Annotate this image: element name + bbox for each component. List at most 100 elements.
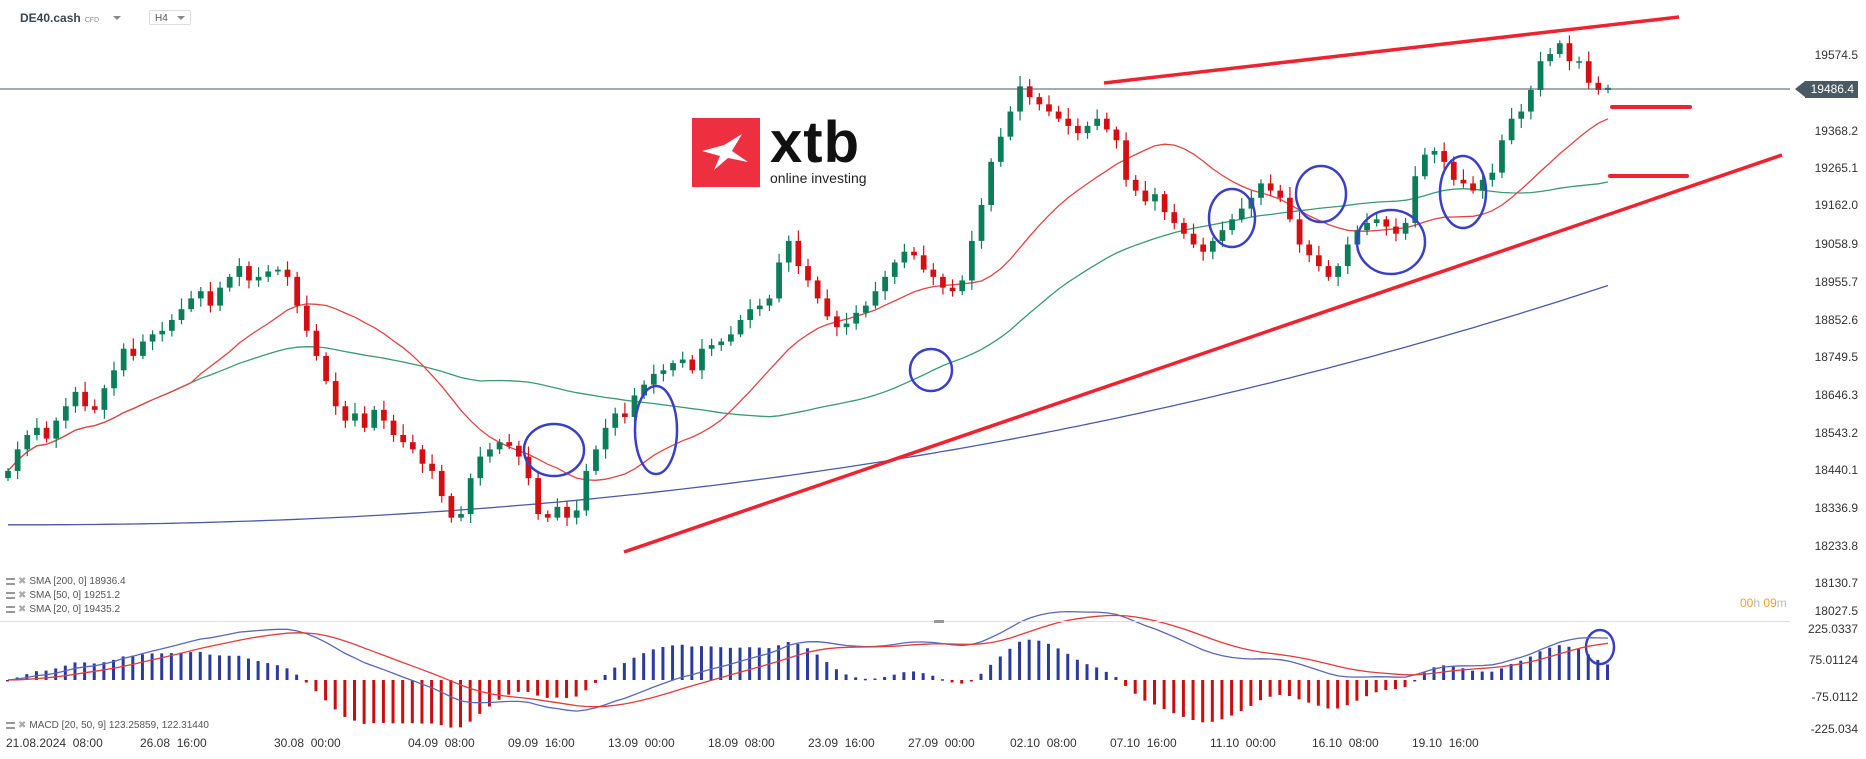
candle <box>891 262 898 277</box>
settings-icon[interactable] <box>6 722 15 729</box>
macd-histogram-bar <box>1413 679 1417 682</box>
candle <box>1084 125 1091 134</box>
timeframe-select[interactable]: H4 <box>149 10 191 25</box>
annotation-circle <box>908 347 954 393</box>
close-icon[interactable]: ✖ <box>18 720 27 731</box>
macd-histogram-bar <box>295 674 299 680</box>
candle <box>1142 190 1149 202</box>
price-axis-label: 19058.9 <box>1814 237 1858 251</box>
candle <box>882 276 888 292</box>
candle <box>53 420 60 439</box>
annotation-circle <box>522 422 586 478</box>
macd-histogram-bar <box>372 679 376 724</box>
macd-histogram-bar <box>131 655 135 680</box>
macd-histogram-bar <box>410 679 414 724</box>
close-icon[interactable]: ✖ <box>18 590 27 601</box>
chevron-down-icon <box>113 16 122 20</box>
macd-histogram-bar <box>1374 679 1378 693</box>
legend-sma50: ✖ SMA [50, 0] 19251.2 <box>6 590 120 601</box>
macd-histogram-bar <box>1567 646 1571 680</box>
macd-histogram-bar <box>815 654 819 680</box>
macd-histogram-bar <box>160 653 164 680</box>
settings-icon[interactable] <box>6 606 15 613</box>
candle <box>1364 222 1370 231</box>
macd-histogram-bar <box>1461 668 1465 680</box>
macd-histogram-bar <box>275 665 279 680</box>
macd-histogram-bar <box>507 679 511 695</box>
candle <box>525 456 532 479</box>
legend-sma20: ✖ SMA [20, 0] 19435.2 <box>6 604 120 615</box>
candle <box>226 276 233 288</box>
candle <box>737 319 744 335</box>
macd-histogram-bar <box>1384 679 1388 691</box>
candle <box>419 449 426 464</box>
candle <box>1046 104 1052 112</box>
macd-histogram-bar <box>208 654 212 680</box>
macd-histogram-bar <box>140 654 144 680</box>
macd-histogram-bar <box>256 661 260 680</box>
macd-histogram-bar <box>1538 651 1542 680</box>
candle <box>236 266 243 277</box>
timeframe-value: H4 <box>155 13 168 24</box>
price-axis-label: 18646.3 <box>1814 388 1858 402</box>
macd-histogram-bar <box>603 674 607 680</box>
candle <box>641 384 648 396</box>
candle <box>1296 219 1303 245</box>
close-icon[interactable]: ✖ <box>18 576 27 587</box>
candle <box>390 420 397 435</box>
macd-histogram-bar <box>324 679 328 701</box>
candle-countdown: 00h 09m <box>1740 596 1787 610</box>
time-axis-label: 23.09 16:00 <box>808 736 875 750</box>
macd-histogram-bar <box>671 645 675 680</box>
candle <box>554 506 561 518</box>
macd-histogram-bar <box>112 659 116 680</box>
macd-histogram-bar <box>1056 648 1060 680</box>
candle <box>824 298 831 317</box>
macd-histogram-bar <box>719 647 723 680</box>
candle <box>718 341 725 346</box>
candle <box>670 363 676 371</box>
macd-histogram-bar <box>854 677 858 680</box>
candle <box>766 298 773 306</box>
macd-histogram-bar <box>1442 665 1446 680</box>
macd-histogram-bar <box>237 655 241 680</box>
macd-histogram-bar <box>593 679 597 683</box>
macd-histogram-bar <box>969 679 973 682</box>
macd-histogram-bar <box>1124 679 1128 686</box>
symbol-selector[interactable]: DE40.cash CFD <box>20 11 122 25</box>
candle <box>1450 161 1457 180</box>
macd-histogram-bar <box>1191 679 1195 721</box>
candle <box>1460 179 1467 184</box>
macd-axis-label: -75.0112 <box>1811 690 1858 704</box>
candle <box>747 309 754 320</box>
candle <box>1479 179 1486 191</box>
candle <box>1123 140 1129 180</box>
support-trendline <box>623 153 1783 554</box>
time-axis-label: 04.09 08:00 <box>408 736 475 750</box>
candle <box>265 271 272 277</box>
macd-histogram-bar <box>834 669 838 680</box>
candle <box>1026 86 1033 98</box>
settings-icon[interactable] <box>6 592 15 599</box>
macd-histogram-bar <box>526 679 530 692</box>
candle <box>458 514 464 518</box>
price-axis-label: 19162.0 <box>1814 198 1858 212</box>
macd-histogram-bar <box>709 646 713 680</box>
macd-histogram-bar <box>169 653 173 680</box>
time-axis-label: 30.08 00:00 <box>274 736 341 750</box>
candle <box>612 413 619 428</box>
macd-histogram-bar <box>1403 679 1407 687</box>
macd-histogram-bar <box>680 644 684 680</box>
macd-histogram-bar <box>63 665 67 680</box>
macd-histogram-bar <box>661 647 665 680</box>
macd-histogram-bar <box>1287 679 1291 696</box>
time-axis-label: 18.09 08:00 <box>708 736 775 750</box>
settings-icon[interactable] <box>6 578 15 585</box>
close-icon[interactable]: ✖ <box>18 604 27 615</box>
panel-resize-handle[interactable] <box>934 620 944 623</box>
macd-histogram-bar <box>1297 679 1301 700</box>
candle <box>275 269 281 272</box>
macd-histogram-bar <box>362 679 366 724</box>
macd-histogram-bar <box>391 679 395 724</box>
